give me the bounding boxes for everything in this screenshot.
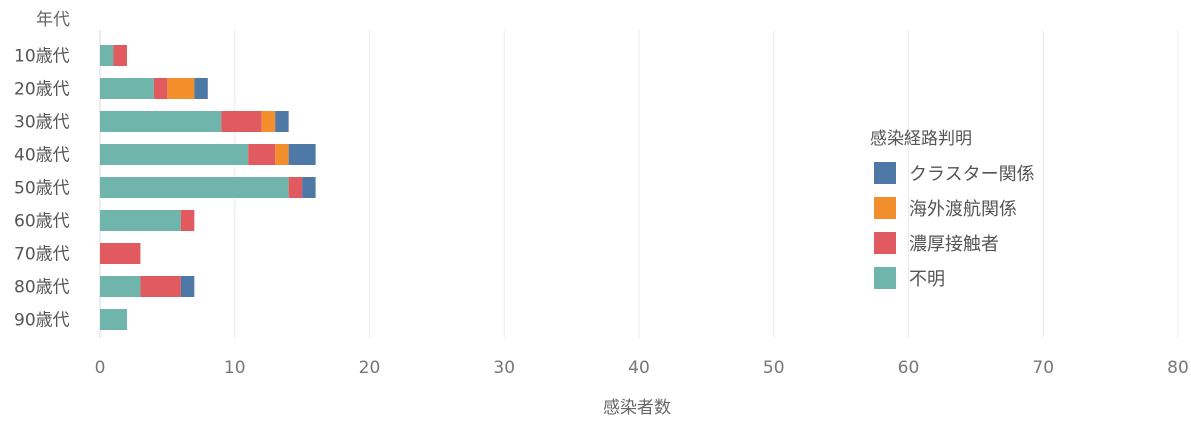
bar-segment — [275, 144, 289, 165]
bar-segment — [100, 111, 222, 132]
bar-segment — [194, 78, 208, 99]
bar-segment — [100, 276, 141, 297]
bar-segment — [100, 45, 114, 66]
bar-segment — [288, 144, 316, 165]
bar-segment — [180, 276, 195, 297]
bar-segment — [302, 177, 316, 198]
x-tick-label: 20 — [359, 358, 381, 378]
bar-segment — [167, 78, 195, 99]
x-tick-label: 40 — [628, 358, 650, 378]
legend-swatch — [874, 232, 896, 254]
legend-label: 不明 — [909, 269, 945, 290]
x-axis-title: 感染者数 — [603, 398, 671, 418]
category-labels: 10歳代 20歳代 30歳代 40歳代 50歳代 60歳代 70歳代 80歳代 90歳代 — [14, 47, 70, 331]
y-axis-title: 年代 — [36, 10, 70, 30]
legend-swatch — [874, 267, 896, 289]
category-label: 60歳代 — [14, 212, 70, 232]
x-tick-labels: 0 10 20 30 40 50 60 70 80 — [95, 358, 1189, 378]
bar-segment — [153, 78, 168, 99]
category-label: 40歳代 — [14, 146, 70, 166]
category-label: 10歳代 — [14, 47, 70, 67]
bar-segment — [100, 210, 181, 231]
category-label: 30歳代 — [14, 113, 70, 133]
legend-label: クラスター関係 — [909, 164, 1035, 185]
bar-segment — [100, 78, 154, 99]
bar-segment — [140, 276, 181, 297]
x-tick-label: 70 — [1032, 358, 1054, 378]
bar-segment — [221, 111, 262, 132]
category-label: 50歳代 — [14, 179, 70, 199]
x-tick-label: 60 — [898, 358, 920, 378]
bar-segment — [248, 144, 276, 165]
bar-segment — [113, 45, 127, 66]
bar-segment — [288, 177, 303, 198]
category-label: 20歳代 — [14, 80, 70, 100]
bar-segment — [100, 243, 141, 264]
legend-title: 感染経路判明 — [870, 129, 972, 149]
bar-segment — [261, 111, 276, 132]
category-label: 70歳代 — [14, 245, 70, 265]
bar-segment — [275, 111, 289, 132]
x-tick-label: 0 — [95, 358, 106, 378]
legend-swatch — [874, 197, 896, 219]
category-label: 80歳代 — [14, 278, 70, 298]
legend-label: 濃厚接触者 — [909, 234, 999, 255]
x-tick-label: 80 — [1167, 358, 1189, 378]
legend-swatch — [874, 162, 896, 184]
bars — [100, 45, 316, 330]
x-tick-label: 30 — [493, 358, 515, 378]
bar-segment — [180, 210, 195, 231]
x-tick-label: 10 — [224, 358, 246, 378]
legend-label: 海外渡航関係 — [909, 199, 1017, 220]
bar-segment — [100, 177, 289, 198]
bar-segment — [100, 309, 127, 330]
bar-segment — [100, 144, 249, 165]
x-tick-label: 50 — [763, 358, 785, 378]
category-label: 90歳代 — [14, 311, 70, 331]
